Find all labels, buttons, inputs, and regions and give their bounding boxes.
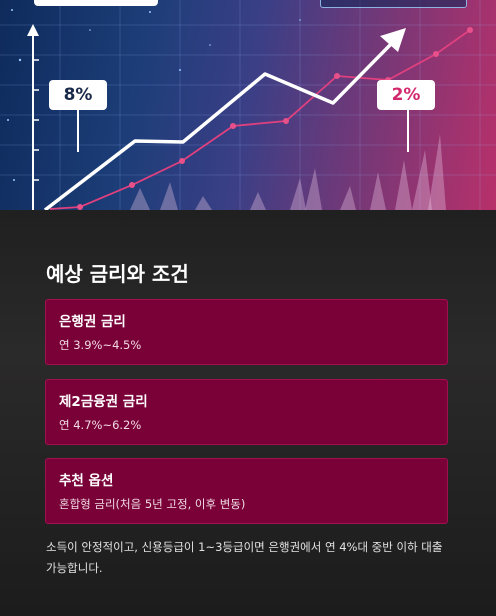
volume-spikes xyxy=(130,134,446,210)
recommended-option-card: 추천 옵션 혼합형 금리(처음 5년 고정, 이후 변동) xyxy=(45,458,448,524)
white-trend-line xyxy=(43,40,395,210)
card-value: 연 3.9%~4.5% xyxy=(59,338,142,352)
card-value: 혼합형 금리(처음 5년 고정, 이후 변동) xyxy=(59,497,246,511)
star-dots xyxy=(7,9,301,181)
trend-arrow-icon xyxy=(380,28,406,52)
bank-rate-card: 은행권 금리 연 3.9%~4.5% xyxy=(45,299,448,365)
hero-banner: 8% 2% xyxy=(0,0,496,210)
secondary-finance-rate-card: 제2금융권 금리 연 4.7%~6.2% xyxy=(45,379,448,445)
card-title: 제2금융권 금리 xyxy=(59,394,148,410)
y-axis-arrowhead xyxy=(27,24,39,36)
loan-eligibility-note: 소득이 안정적이고, 신용등급이 1~3등급이면 은행권에서 연 4%대 중반 … xyxy=(46,540,443,575)
card-title: 추천 옵션 xyxy=(59,473,114,489)
left-rate-label: 8% xyxy=(49,80,107,110)
card-title: 은행권 금리 xyxy=(59,314,126,330)
y-axis-ticks xyxy=(33,59,39,181)
pink-trend-line xyxy=(49,29,471,210)
card-value: 연 4.7%~6.2% xyxy=(59,418,142,432)
top-right-caption-box xyxy=(320,0,467,8)
section-title: 예상 금리와 조건 xyxy=(46,262,189,286)
top-left-caption-box xyxy=(34,0,158,6)
rates-section: 예상 금리와 조건 은행권 금리 연 3.9%~4.5% 제2금융권 금리 연 … xyxy=(0,210,496,616)
right-rate-label: 2% xyxy=(377,80,435,110)
